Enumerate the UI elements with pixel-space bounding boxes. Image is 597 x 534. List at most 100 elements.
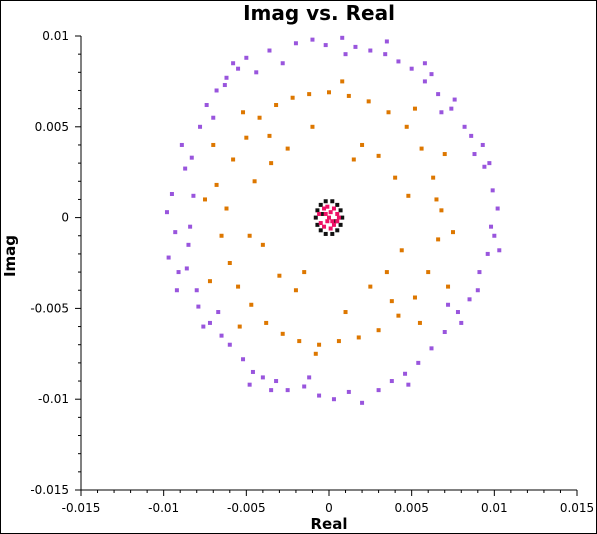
data-point: [406, 193, 411, 198]
data-point: [285, 388, 290, 393]
data-point: [353, 44, 358, 49]
data-point: [469, 133, 474, 138]
x-tick-label: -0.015: [62, 501, 101, 515]
data-point: [207, 279, 212, 284]
data-point: [214, 88, 219, 93]
data-point: [302, 384, 307, 389]
x-axis-label: Real: [311, 515, 348, 533]
data-point: [360, 142, 365, 147]
data-point: [219, 233, 224, 238]
data-point: [336, 215, 341, 220]
data-point: [351, 157, 356, 162]
data-point: [335, 228, 340, 233]
data-point: [189, 155, 194, 160]
data-point: [318, 228, 323, 233]
data-point: [169, 191, 174, 196]
data-point: [269, 388, 274, 393]
y-tick-label: 0.005: [35, 120, 69, 134]
data-point: [322, 206, 327, 211]
data-point: [406, 382, 411, 387]
data-point: [201, 324, 206, 329]
data-point: [323, 43, 328, 48]
y-tick-label: 0.01: [42, 29, 69, 43]
data-point: [442, 152, 447, 157]
data-point: [482, 164, 487, 169]
data-point: [389, 379, 394, 384]
data-point: [236, 284, 241, 289]
data-point: [419, 146, 424, 151]
data-point: [331, 206, 336, 211]
data-point: [317, 393, 322, 398]
data-point: [455, 310, 460, 315]
data-point: [452, 97, 457, 102]
data-point: [216, 310, 221, 315]
data-point: [331, 397, 336, 402]
data-point: [320, 211, 325, 216]
data-point: [330, 231, 335, 236]
data-point: [417, 320, 422, 325]
data-point: [384, 39, 389, 44]
data-point: [335, 219, 340, 224]
y-axis-label: Imag: [1, 235, 19, 277]
data-point: [472, 152, 477, 157]
data-point: [462, 124, 467, 129]
axes: -0.015 -0.01 -0.005 0 0.005 0.01 -0.015 -0.01 -0…: [30, 29, 594, 515]
data-point: [203, 197, 207, 202]
data-point: [368, 48, 373, 53]
data-point: [340, 79, 345, 84]
data-point: [338, 208, 343, 213]
data-point: [492, 233, 497, 238]
series-3: [317, 204, 341, 231]
data-point: [310, 37, 315, 42]
data-point: [323, 199, 328, 204]
data-point: [328, 210, 333, 215]
data-point: [224, 75, 229, 80]
data-point: [227, 342, 232, 347]
data-point: [224, 206, 229, 211]
data-point: [323, 211, 328, 216]
data-point: [426, 270, 431, 275]
data-point: [422, 79, 427, 84]
data-point: [335, 211, 340, 216]
data-point: [346, 93, 351, 98]
data-point: [313, 351, 318, 356]
data-point: [241, 357, 246, 362]
data-point: [186, 242, 191, 247]
data-point: [396, 313, 401, 318]
data-point: [164, 210, 169, 215]
data-point: [331, 222, 336, 227]
data-point: [219, 333, 224, 338]
data-point: [302, 270, 307, 275]
chart-title: Imag vs. Real: [243, 1, 395, 25]
data-point: [237, 324, 242, 329]
data-point: [434, 197, 439, 202]
data-point: [340, 215, 345, 220]
data-point: [318, 202, 323, 207]
data-point: [393, 175, 398, 180]
data-point: [257, 115, 262, 120]
data-point: [174, 288, 179, 293]
data-point: [446, 284, 451, 289]
data-point: [416, 360, 421, 365]
data-point: [249, 302, 254, 307]
data-point: [475, 288, 480, 293]
data-point: [176, 270, 181, 275]
data-point: [260, 375, 265, 380]
data-point: [290, 95, 295, 100]
y-tick-label: 0: [61, 211, 69, 225]
data-point: [330, 219, 335, 224]
data-point: [436, 237, 441, 242]
data-point: [241, 110, 246, 115]
data-point: [317, 211, 322, 216]
series-0: [164, 35, 502, 405]
data-point: [207, 320, 212, 325]
x-tick-label: -0.01: [148, 501, 179, 515]
data-point: [285, 146, 290, 151]
data-point: [442, 330, 447, 335]
data-point: [244, 135, 249, 140]
data-point: [439, 208, 444, 213]
data-point: [280, 61, 285, 66]
x-tick-label: 0.005: [394, 501, 428, 515]
